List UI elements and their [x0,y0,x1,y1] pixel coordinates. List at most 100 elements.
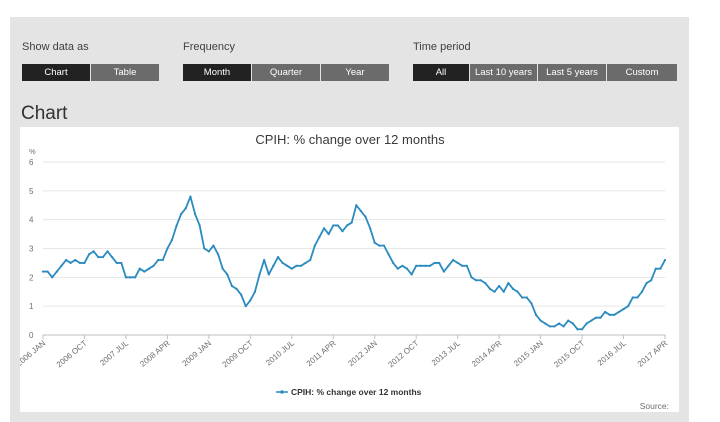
data-point[interactable] [599,316,602,319]
data-point[interactable] [212,244,215,247]
data-point[interactable] [557,322,561,325]
data-point[interactable] [290,267,293,270]
show-table-button[interactable]: Table [91,64,159,81]
data-point[interactable] [322,227,326,230]
data-point[interactable] [267,273,270,276]
data-point[interactable] [161,258,164,262]
data-point[interactable] [488,287,492,290]
data-point[interactable] [521,296,524,299]
data-point[interactable] [359,209,363,213]
data-point[interactable] [428,264,432,267]
data-point[interactable] [106,250,109,253]
data-point[interactable] [479,279,482,282]
data-point[interactable] [576,328,579,331]
data-point[interactable] [456,261,459,265]
data-point[interactable] [152,264,155,267]
data-point[interactable] [410,273,413,276]
data-point[interactable] [120,261,123,265]
data-point[interactable] [405,267,409,270]
data-point[interactable] [304,261,307,265]
data-point[interactable] [198,224,201,227]
time-period-custom-button[interactable]: Custom [607,64,677,81]
data-point[interactable] [272,264,275,267]
time-period-all-button[interactable]: All [413,64,469,81]
data-point[interactable] [424,264,427,267]
data-point[interactable] [184,207,187,210]
frequency-year-button[interactable]: Year [321,64,389,81]
data-point[interactable] [539,319,542,322]
time-period-last-5-years-button[interactable]: Last 5 years [538,64,606,81]
data-point[interactable] [461,264,464,267]
data-point[interactable] [484,282,487,285]
data-point[interactable] [544,322,547,325]
data-point[interactable] [230,284,234,288]
data-point[interactable] [276,256,280,259]
data-point[interactable] [373,241,376,244]
data-point[interactable] [631,296,634,299]
data-point[interactable] [101,256,104,259]
data-point[interactable] [594,316,597,319]
data-point[interactable] [203,247,206,250]
data-point[interactable] [585,322,588,325]
data-point[interactable] [134,276,137,279]
data-point[interactable] [571,322,574,325]
data-point[interactable] [419,264,422,267]
data-point[interactable] [636,296,639,299]
data-point[interactable] [180,212,183,215]
data-point[interactable] [447,264,450,267]
data-point[interactable] [355,204,358,207]
data-point[interactable] [336,224,339,227]
data-point[interactable] [286,264,289,267]
data-point[interactable] [83,261,86,265]
data-point[interactable] [502,290,505,293]
data-point[interactable] [318,235,321,239]
data-point[interactable] [364,215,367,218]
data-point[interactable] [332,224,335,227]
data-point[interactable] [659,267,662,270]
data-point[interactable] [299,264,303,267]
frequency-month-button[interactable]: Month [183,64,251,81]
data-point[interactable] [263,258,266,262]
data-point[interactable] [240,293,243,296]
data-point[interactable] [511,287,515,290]
data-point[interactable] [392,261,395,265]
data-point[interactable] [548,325,551,328]
data-point[interactable] [92,250,95,253]
data-point[interactable] [604,310,607,314]
data-point[interactable] [498,284,501,288]
data-point[interactable] [590,319,593,322]
data-point[interactable] [55,270,58,273]
data-point[interactable] [530,302,533,305]
data-point[interactable] [567,319,570,322]
data-point[interactable] [78,261,81,265]
data-point[interactable] [111,256,114,259]
data-point[interactable] [74,258,77,262]
data-point[interactable] [562,325,565,328]
data-point[interactable] [147,267,151,270]
data-point[interactable] [170,238,174,241]
data-point[interactable] [124,276,128,279]
data-point[interactable] [69,261,72,265]
data-point[interactable] [313,244,316,247]
data-point[interactable] [396,267,399,270]
data-point[interactable] [166,247,169,250]
data-point[interactable] [216,253,220,256]
data-point[interactable] [645,282,648,285]
data-point[interactable] [640,290,644,293]
data-point[interactable] [378,244,381,247]
data-point[interactable] [97,256,100,259]
data-point[interactable] [465,264,468,267]
data-point[interactable] [474,279,478,282]
data-point[interactable] [507,282,510,285]
data-point[interactable] [207,250,210,253]
data-point[interactable] [451,258,455,262]
data-point[interactable] [525,296,528,299]
data-point[interactable] [41,270,45,273]
data-point[interactable] [627,305,630,308]
show-chart-button[interactable]: Chart [22,64,90,81]
data-point[interactable] [138,267,141,270]
time-period-last-10-years-button[interactable]: Last 10 years [470,64,537,81]
data-point[interactable] [654,267,657,270]
data-point[interactable] [143,270,146,273]
data-point[interactable] [382,244,386,247]
